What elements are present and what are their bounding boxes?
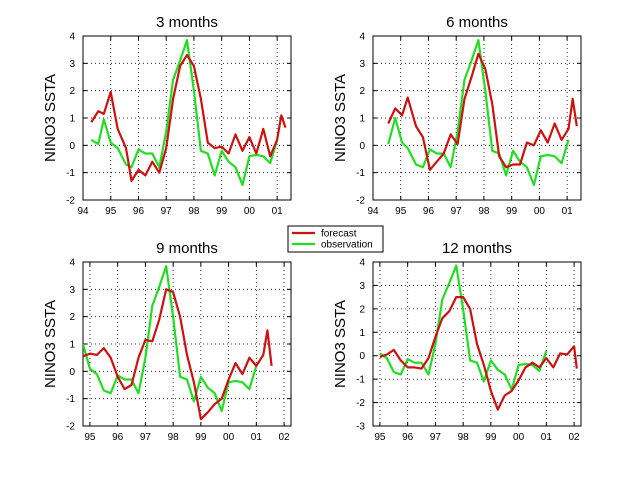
chart-title: 6 months xyxy=(446,14,508,31)
y-tick-label: -1 xyxy=(356,168,365,179)
y-axis-label: NINO3 SSTA xyxy=(42,300,59,388)
y-tick-label: 3 xyxy=(359,59,365,70)
observation-series-line xyxy=(387,38,570,187)
x-tick-label: 96 xyxy=(402,432,414,443)
chart-title: 12 months xyxy=(442,240,512,257)
forecast-series-line xyxy=(90,53,287,182)
x-tick-label: 95 xyxy=(395,206,407,217)
x-tick-label: 99 xyxy=(485,432,497,443)
x-tick-label: 97 xyxy=(140,432,152,443)
x-tick-label: 99 xyxy=(216,206,228,217)
observation-series-line xyxy=(379,264,548,391)
y-tick-label: 3 xyxy=(69,59,75,70)
y-tick-label: 0 xyxy=(359,141,365,152)
x-tick-label: 98 xyxy=(478,206,490,217)
y-tick-label: -1 xyxy=(356,375,365,386)
y-tick-label: 1 xyxy=(69,114,75,125)
x-tick-label: 02 xyxy=(569,432,581,443)
x-tick-label: 00 xyxy=(223,432,235,443)
y-tick-label: 2 xyxy=(359,304,365,315)
x-tick-label: 99 xyxy=(506,206,518,217)
x-tick-label: 96 xyxy=(133,206,145,217)
x-tick-label: 97 xyxy=(430,432,442,443)
x-tick-label: 99 xyxy=(195,432,207,443)
y-tick-label: -2 xyxy=(356,196,365,207)
forecast-series-line xyxy=(379,296,578,411)
y-tick-label: 2 xyxy=(69,312,75,323)
x-tick-label: 97 xyxy=(161,206,173,217)
x-tick-label: 97 xyxy=(451,206,463,217)
x-tick-label: 98 xyxy=(188,206,200,217)
y-tick-label: -1 xyxy=(66,394,75,405)
y-tick-label: 4 xyxy=(359,258,365,269)
x-tick-label: 02 xyxy=(279,432,291,443)
y-tick-label: 4 xyxy=(69,258,75,269)
y-tick-label: 0 xyxy=(69,367,75,378)
y-tick-label: 3 xyxy=(69,285,75,296)
y-tick-label: 1 xyxy=(359,114,365,125)
y-tick-label: 4 xyxy=(359,32,365,43)
y-tick-label: -3 xyxy=(356,422,365,433)
y-axis-label: NINO3 SSTA xyxy=(42,74,59,162)
y-tick-label: 4 xyxy=(69,32,75,43)
x-tick-label: 96 xyxy=(423,206,435,217)
legend-label-forecast: forecast xyxy=(321,229,357,240)
legend-label-observation: observation xyxy=(321,240,373,251)
x-tick-label: 00 xyxy=(534,206,546,217)
x-tick-label: 95 xyxy=(84,432,96,443)
chart-title: 9 months xyxy=(156,240,218,257)
y-tick-label: 2 xyxy=(359,86,365,97)
x-tick-label: 01 xyxy=(562,206,574,217)
y-axis-label: NINO3 SSTA xyxy=(332,74,349,162)
chart-title: 3 months xyxy=(156,14,218,31)
y-axis-label: NINO3 SSTA xyxy=(332,300,349,388)
x-tick-label: 95 xyxy=(374,432,386,443)
y-tick-label: -2 xyxy=(356,398,365,409)
x-tick-label: 00 xyxy=(513,432,525,443)
x-tick-label: 94 xyxy=(77,206,89,217)
y-tick-label: 2 xyxy=(69,86,75,97)
observation-series-line xyxy=(90,38,279,187)
x-tick-label: 00 xyxy=(244,206,256,217)
x-tick-label: 01 xyxy=(272,206,284,217)
forecast-series-line xyxy=(83,288,273,421)
y-tick-label: -2 xyxy=(66,196,75,207)
y-tick-label: 0 xyxy=(359,351,365,362)
forecast-series-line xyxy=(387,52,578,171)
y-tick-label: 1 xyxy=(359,328,365,339)
y-tick-label: 0 xyxy=(69,141,75,152)
x-tick-label: 95 xyxy=(105,206,117,217)
legend-box xyxy=(287,225,384,253)
y-tick-label: 3 xyxy=(359,281,365,292)
x-tick-label: 01 xyxy=(251,432,263,443)
x-tick-label: 98 xyxy=(458,432,470,443)
x-tick-label: 96 xyxy=(112,432,124,443)
x-tick-label: 94 xyxy=(367,206,379,217)
y-tick-label: 1 xyxy=(69,340,75,351)
y-tick-label: -1 xyxy=(66,168,75,179)
y-tick-label: -2 xyxy=(66,422,75,433)
x-tick-label: 98 xyxy=(168,432,180,443)
x-tick-label: 01 xyxy=(541,432,553,443)
